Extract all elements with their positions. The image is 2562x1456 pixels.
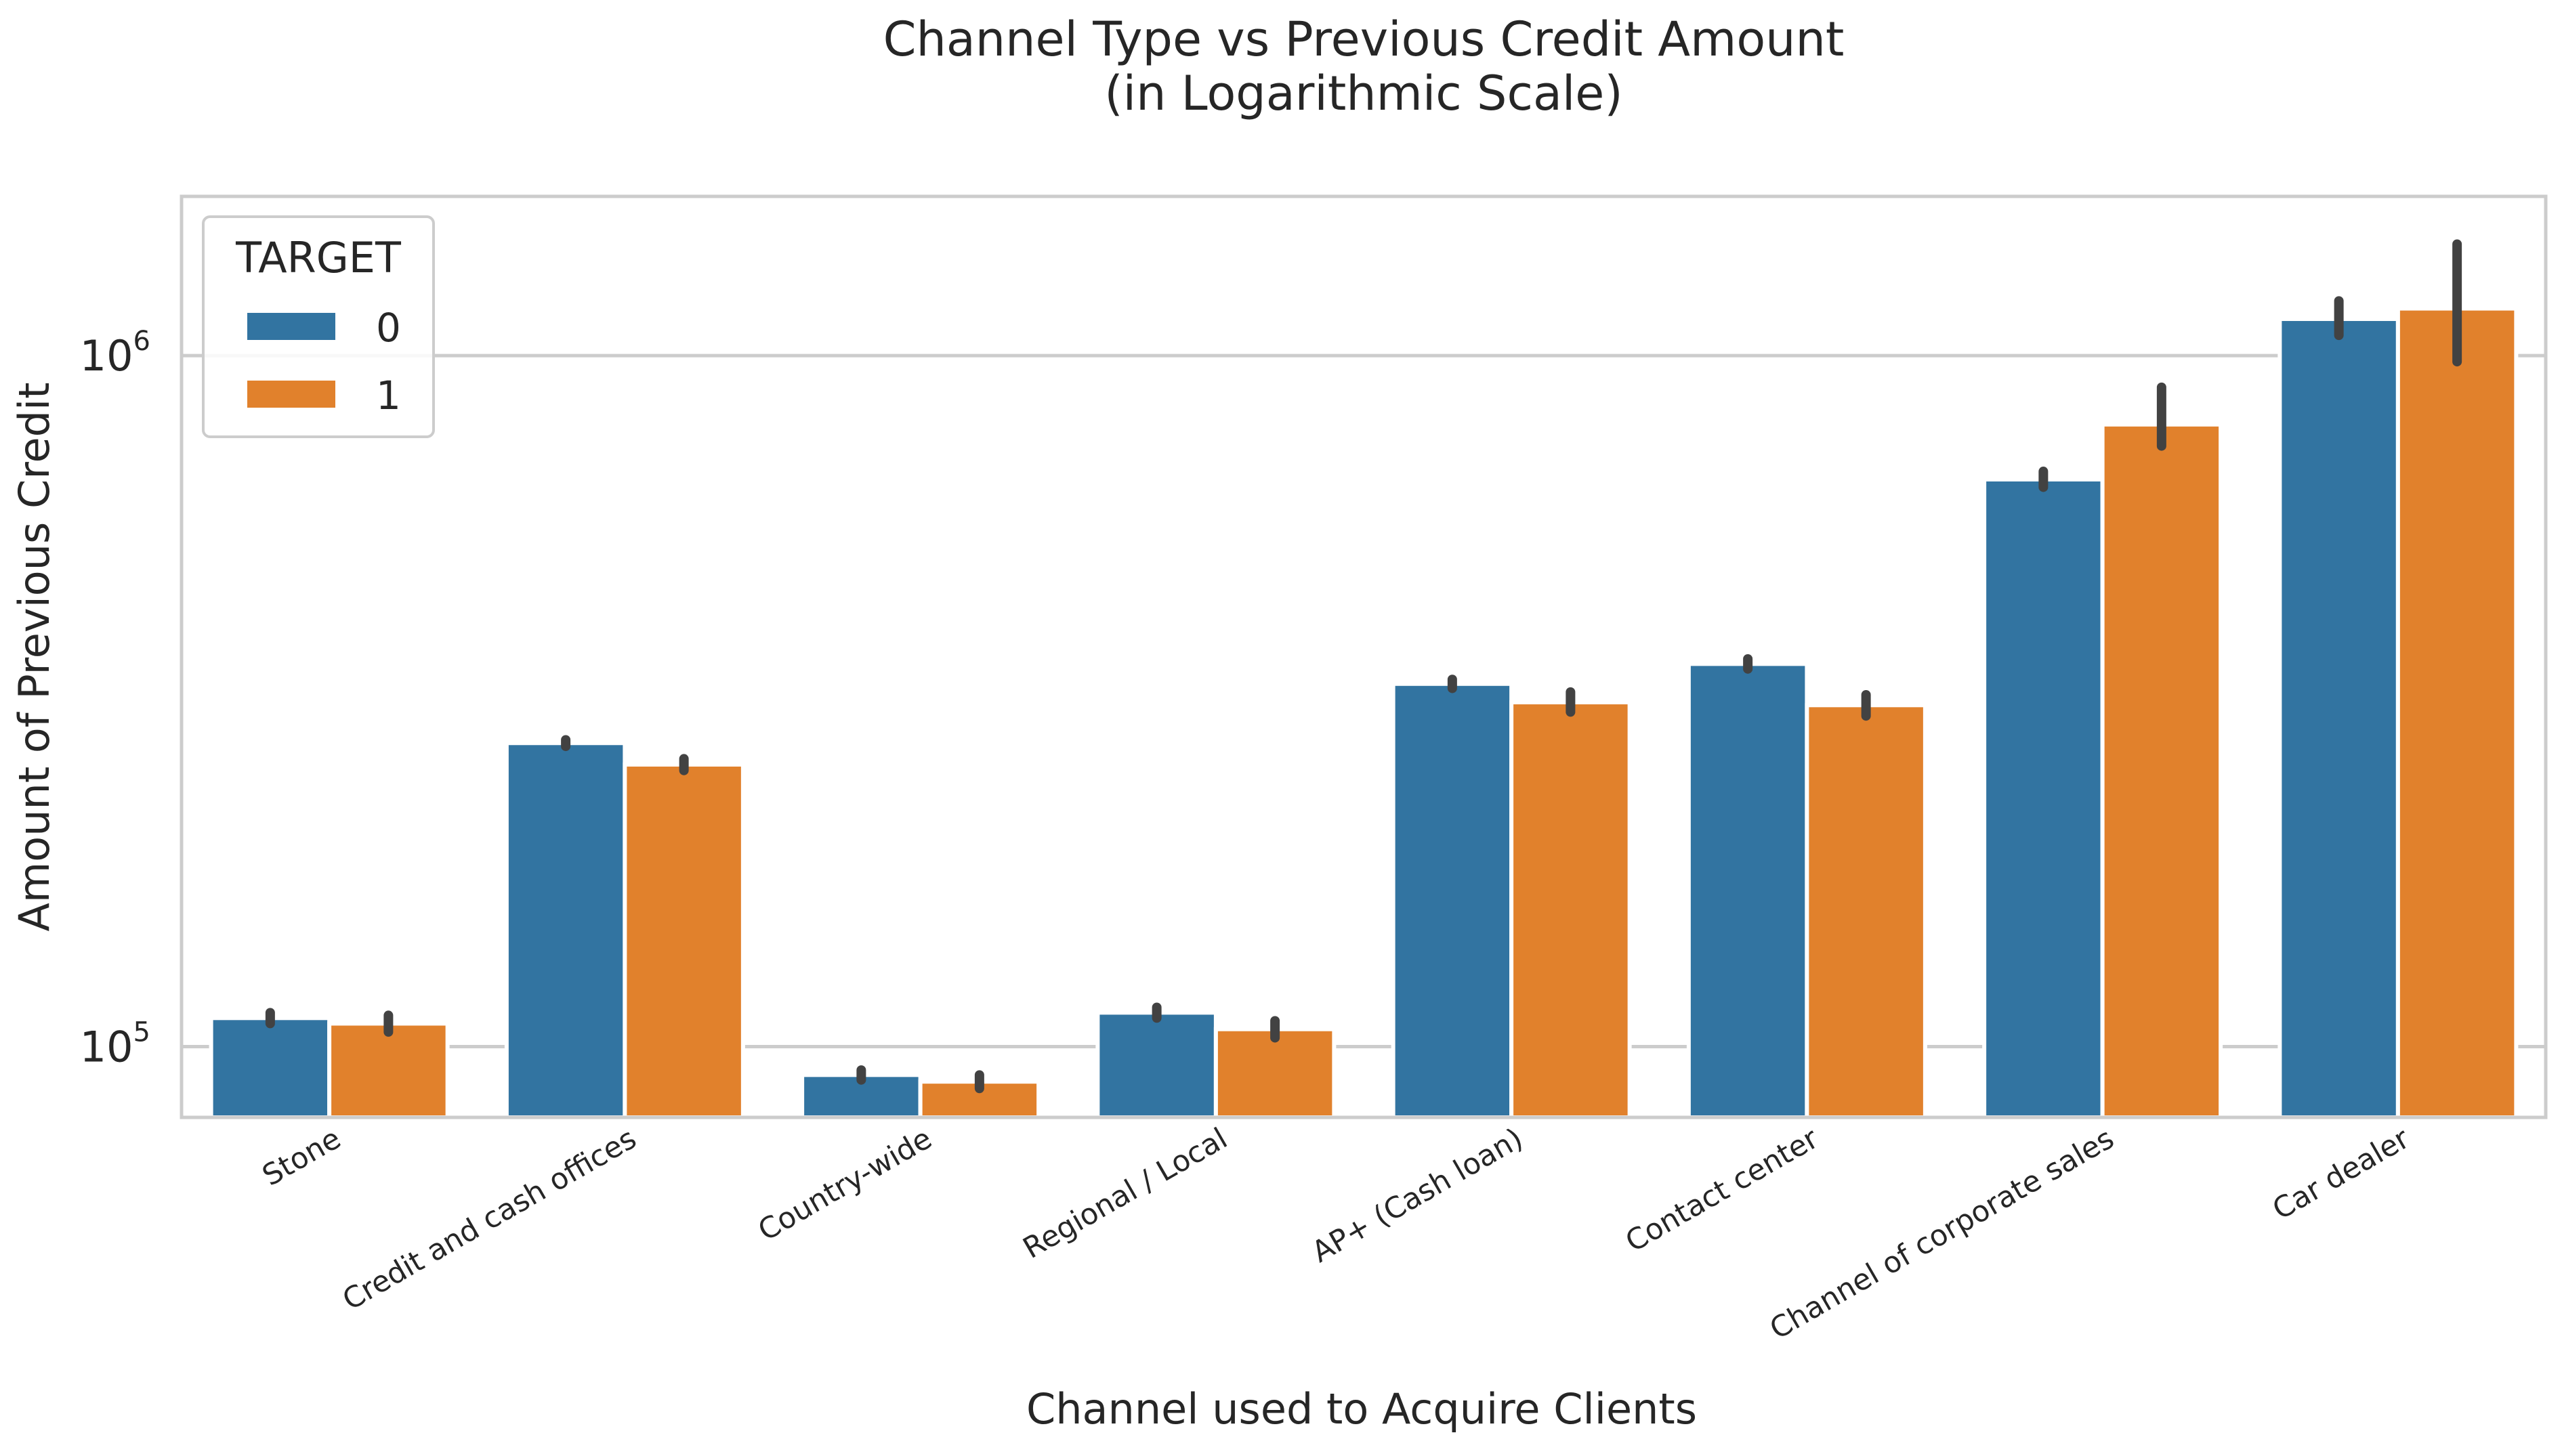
bar-1-1: [623, 762, 745, 1119]
plot-frame: [180, 194, 2548, 1119]
legend-swatch-1: [247, 381, 335, 408]
y-axis-label: Amount of Previous Credit: [9, 383, 59, 932]
x-tick-label-3: Regional / Local: [1017, 1121, 1233, 1266]
chart-title-line-1: Channel Type vs Previous Credit Amount: [883, 12, 1845, 67]
bar-0-3: [1095, 1010, 1218, 1119]
bar-1-7: [2395, 306, 2519, 1119]
x-tick-label-1: Credit and cash offices: [337, 1121, 642, 1317]
legend-label-1: 1: [376, 372, 401, 419]
bar-0-0: [209, 1016, 332, 1120]
x-tick-label-6: Channel of corporate sales: [1764, 1121, 2120, 1346]
bar-0-6: [1982, 477, 2105, 1119]
legend-swatch-0: [247, 313, 335, 340]
y-tick-label-1: 106: [80, 326, 150, 381]
y-tick-label-0: 105: [80, 1017, 150, 1072]
y-ticks: 105 106: [80, 326, 150, 1071]
bar-1-3: [1213, 1027, 1337, 1119]
bar-1-4: [1509, 700, 1632, 1119]
bars: [209, 306, 2519, 1120]
bar-0-7: [2277, 316, 2400, 1119]
x-tick-label-0: Stone: [257, 1121, 347, 1193]
x-tick-label-2: Country-wide: [753, 1121, 938, 1248]
bar-1-6: [2100, 422, 2223, 1119]
bar-1-5: [1805, 703, 1927, 1120]
legend-title: TARGET: [235, 233, 402, 282]
x-tick-label-4: AP+ (Cash loan): [1306, 1121, 1528, 1269]
bar-0-4: [1391, 681, 1514, 1119]
bar-1-0: [327, 1021, 450, 1119]
chart-title-line-2: (in Logarithmic Scale): [1104, 66, 1622, 121]
bar-0-1: [504, 741, 627, 1120]
legend: TARGET 0 1: [202, 215, 435, 438]
x-tick-label-7: Car dealer: [2267, 1121, 2415, 1226]
error-bars: [265, 239, 2462, 1094]
legend-label-0: 0: [376, 305, 401, 351]
bar-0-5: [1686, 662, 1809, 1119]
x-tick-label-5: Contact center: [1620, 1121, 1824, 1259]
x-axis-label: Channel used to Acquire Clients: [1026, 1384, 1697, 1434]
